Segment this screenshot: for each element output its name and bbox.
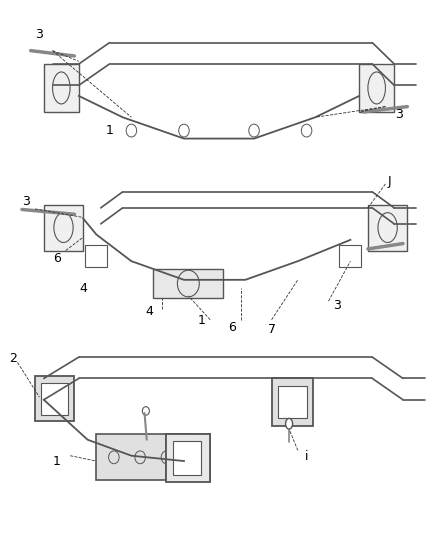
Bar [41,383,68,415]
Bar [44,205,83,251]
Ellipse shape [286,418,293,429]
Text: 2: 2 [9,352,17,365]
Text: 3: 3 [333,299,341,312]
Text: 3: 3 [22,195,30,208]
Bar [44,64,79,112]
Bar [166,434,210,482]
Text: 6: 6 [53,252,61,265]
Text: 4: 4 [79,282,87,295]
Bar [368,205,407,251]
Bar [359,64,394,112]
Bar [272,378,313,426]
Text: 3: 3 [395,108,403,121]
Text: 1: 1 [106,124,113,137]
Bar [85,245,107,266]
Text: J: J [388,175,392,188]
Bar [339,245,361,266]
Text: 7: 7 [268,323,276,336]
Bar [166,434,210,480]
Text: 4: 4 [145,305,153,318]
Bar [35,376,74,421]
Text: 3: 3 [35,28,43,41]
Ellipse shape [142,407,149,415]
Bar [278,386,307,418]
Bar [173,441,201,475]
Text: 1: 1 [198,314,205,327]
Bar [96,434,193,480]
Text: 1: 1 [53,455,61,467]
Bar [153,269,223,298]
Text: 6: 6 [228,321,236,334]
Text: i: i [305,450,308,463]
